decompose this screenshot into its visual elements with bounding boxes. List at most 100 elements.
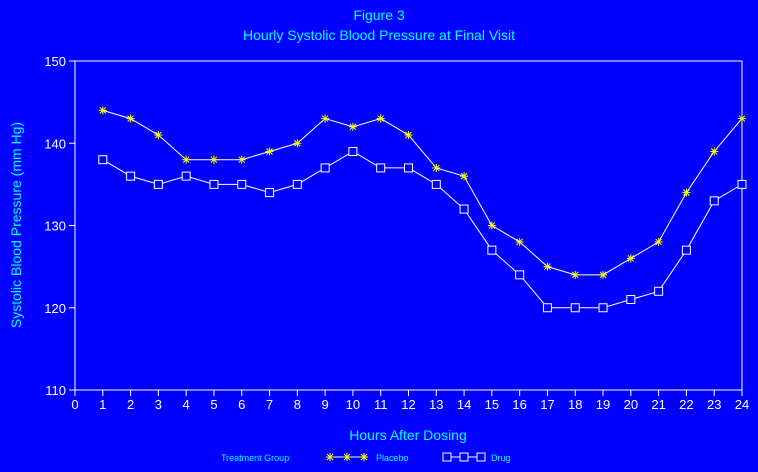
y-tick-label: 130: [44, 219, 66, 234]
legend-label: Placebo: [376, 453, 409, 463]
y-axis-label: Systolic Blood Pressure (mm Hg): [8, 122, 24, 328]
data-point-star: [432, 163, 441, 172]
data-point-star: [376, 114, 385, 123]
data-point-star: [126, 114, 135, 123]
x-tick-label: 8: [294, 397, 301, 412]
data-point-star: [738, 114, 746, 123]
data-point-square: [237, 179, 247, 189]
data-point-star: [654, 237, 663, 246]
data-point-star: [293, 139, 302, 148]
legend-star-icon: [326, 453, 334, 461]
y-tick-label: 110: [45, 383, 66, 398]
x-axis-label: Hours After Dosing: [349, 427, 467, 443]
x-tick-label: 18: [568, 397, 582, 412]
data-point-star: [265, 147, 274, 156]
data-point-star: [98, 106, 107, 115]
x-tick-label: 23: [707, 397, 721, 412]
x-tick-label: 24: [735, 397, 749, 412]
data-point-square: [431, 179, 441, 189]
y-tick-label: 150: [44, 54, 66, 69]
legend-square-icon: [476, 452, 486, 462]
x-tick-label: 0: [71, 397, 78, 412]
data-point-square: [459, 204, 469, 214]
legend-item: Drug: [442, 452, 511, 463]
x-tick-label: 6: [238, 397, 245, 412]
x-tick-label: 7: [266, 397, 273, 412]
data-point-square: [737, 179, 747, 189]
data-point-square: [681, 245, 691, 255]
data-point-square: [598, 303, 608, 313]
x-tick-label: 12: [401, 397, 415, 412]
data-point-square: [209, 179, 219, 189]
data-point-star: [321, 114, 330, 123]
x-tick-label: 17: [540, 397, 554, 412]
data-point-square: [320, 163, 330, 173]
data-point-star: [710, 147, 719, 156]
data-point-star: [515, 237, 524, 246]
data-point-square: [709, 196, 719, 206]
x-tick-label: 16: [512, 397, 526, 412]
x-tick-label: 10: [346, 397, 360, 412]
x-tick-label: 11: [374, 397, 388, 412]
series-line: [102, 109, 743, 276]
data-point-star: [487, 221, 496, 230]
legend-square-icon: [442, 452, 452, 462]
data-point-star: [348, 122, 357, 131]
data-point-square: [265, 188, 275, 198]
x-tick-label: 3: [155, 397, 162, 412]
x-tick-label: 1: [99, 397, 106, 412]
y-tick-label: 140: [44, 136, 66, 151]
data-point-square: [542, 303, 552, 313]
legend-square-icon: [459, 452, 469, 462]
y-axis: 110 120 130 140 150: [44, 54, 75, 398]
x-tick-label: 21: [651, 397, 665, 412]
data-point-square: [570, 303, 580, 313]
data-point-star: [682, 188, 691, 197]
data-point-star: [182, 155, 191, 164]
data-point-square: [376, 163, 386, 173]
data-point-star: [599, 270, 608, 279]
data-point-star: [237, 155, 246, 164]
chart-title: Figure 3: [353, 7, 405, 23]
plot-frame: [74, 60, 743, 391]
data-point-square: [348, 146, 358, 156]
legend: Treatment Group Placebo Drug: [221, 452, 511, 463]
legend-star-icon: [343, 453, 351, 461]
legend-star-icon: [360, 453, 368, 461]
x-axis: 0 1 2 3 4 5 6 7 8 9 10 11 12 13 14 15 16 17 18 19 20 21 22 23 24: [71, 390, 749, 412]
data-point-square: [292, 179, 302, 189]
data-point-square: [98, 155, 108, 165]
x-tick-label: 9: [322, 397, 329, 412]
data-point-star: [571, 270, 580, 279]
series-layer: [98, 106, 747, 313]
data-point-star: [404, 131, 413, 140]
data-point-star: [209, 155, 218, 164]
series-line: [102, 150, 743, 309]
y-tick-label: 120: [44, 301, 66, 316]
legend-title: Treatment Group: [221, 453, 289, 463]
data-point-square: [181, 171, 191, 181]
data-point-square: [626, 295, 636, 305]
data-point-square: [153, 179, 163, 189]
data-point-star: [460, 172, 469, 181]
x-tick-label: 20: [624, 397, 638, 412]
legend-label: Drug: [491, 453, 511, 463]
series-drug: [98, 146, 747, 313]
data-point-square: [654, 286, 664, 296]
x-tick-label: 15: [485, 397, 499, 412]
data-point-square: [515, 270, 525, 280]
legend-items: Placebo Drug: [326, 452, 511, 463]
x-tick-label: 19: [596, 397, 610, 412]
data-point-star: [543, 262, 552, 271]
data-point-square: [126, 171, 136, 181]
data-point-star: [626, 254, 635, 263]
data-point-square: [404, 163, 413, 173]
x-tick-label: 22: [679, 397, 693, 412]
data-point-star: [154, 131, 163, 140]
x-tick-label: 5: [210, 397, 217, 412]
legend-item: Placebo: [326, 453, 409, 463]
x-tick-label: 14: [457, 397, 471, 412]
x-tick-label: 13: [429, 397, 443, 412]
chart-subtitle: Hourly Systolic Blood Pressure at Final …: [243, 27, 515, 43]
